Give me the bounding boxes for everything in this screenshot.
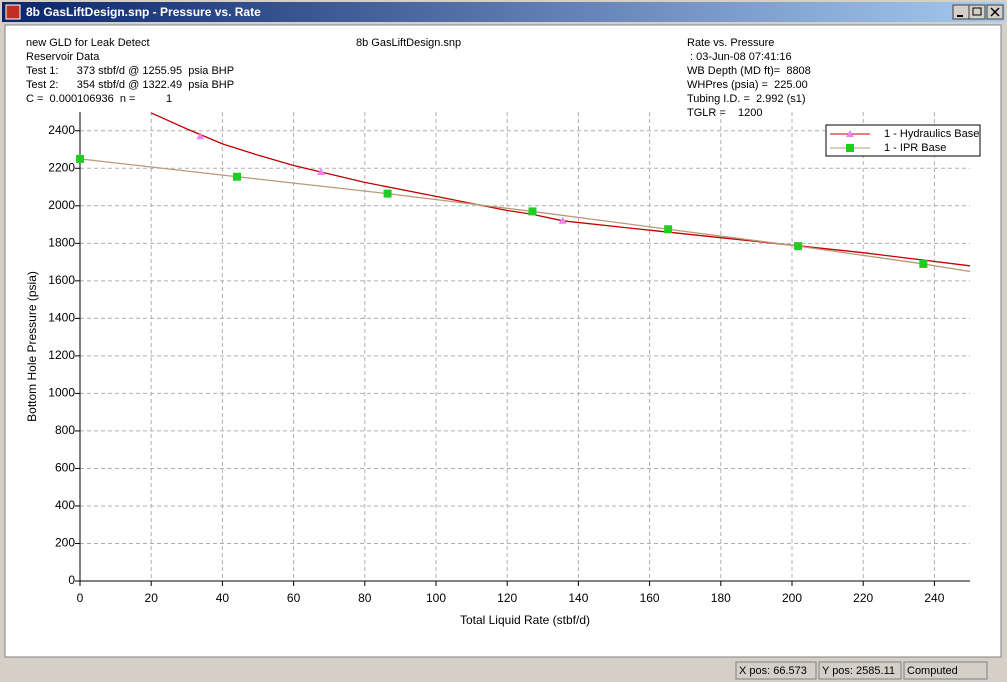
y-tick-label: 1000 bbox=[48, 386, 75, 400]
status-cell bbox=[903, 661, 988, 680]
y-tick-label: 400 bbox=[55, 498, 75, 512]
y-tick-label: 1800 bbox=[48, 235, 75, 249]
header-line: Test 2: 354 stbf/d @ 1322.49 psia BHP bbox=[26, 79, 234, 91]
data-point bbox=[558, 216, 567, 224]
y-tick-label: 1400 bbox=[48, 311, 75, 325]
data-point bbox=[794, 242, 803, 251]
header-line: WHPres (psia) = 225.00 bbox=[687, 79, 808, 91]
y-tick-label: 600 bbox=[55, 461, 75, 475]
data-point bbox=[76, 154, 84, 163]
status-y: Y pos: 2585.11 bbox=[822, 665, 895, 677]
x-tick-label: 100 bbox=[426, 591, 446, 605]
x-tick-label: 20 bbox=[145, 591, 159, 605]
data-point bbox=[232, 172, 241, 181]
status-bar: X pos: 66.573 Y pos: 2585.11 Computed bbox=[735, 661, 988, 680]
header-line: TGLR = 1200 bbox=[687, 107, 763, 119]
x-axis-label: Total Liquid Rate (stbf/d) bbox=[460, 613, 590, 627]
header-file: 8b GasLiftDesign.snp bbox=[356, 37, 461, 49]
x-tick-label: 140 bbox=[568, 591, 588, 605]
header-line: new GLD for Leak Detect bbox=[26, 37, 150, 49]
content-area bbox=[4, 24, 1002, 658]
close-glyph bbox=[990, 7, 1000, 17]
header-line: : 03-Jun-08 07:41:16 bbox=[687, 51, 792, 63]
restore-button[interactable] bbox=[968, 4, 986, 20]
app-icon bbox=[5, 4, 21, 20]
x-tick-label: 60 bbox=[287, 591, 301, 605]
legend-marker bbox=[846, 130, 854, 137]
y-tick-label: 800 bbox=[55, 423, 75, 437]
y-tick-label: 2000 bbox=[48, 198, 75, 212]
chart: 0200400600800100012001400160018002000220… bbox=[25, 112, 981, 627]
status-state: Computed bbox=[907, 665, 958, 677]
header-line: Reservoir Data bbox=[26, 51, 100, 63]
header: new GLD for Leak Detect Reservoir Data Tes… bbox=[26, 37, 811, 119]
y-axis-label: Bottom Hole Pressure (psia) bbox=[25, 271, 39, 422]
x-tick-label: 0 bbox=[77, 591, 84, 605]
y-tick-label: 2200 bbox=[48, 160, 75, 174]
data-point bbox=[664, 225, 673, 234]
data-point bbox=[317, 168, 326, 176]
status-cell bbox=[735, 661, 817, 680]
y-tick-label: 200 bbox=[55, 536, 75, 550]
legend-marker bbox=[846, 144, 854, 152]
window-buttons bbox=[952, 4, 1004, 20]
legend-label: 1 - IPR Base bbox=[884, 142, 946, 154]
data-point bbox=[196, 132, 205, 140]
y-tick-label: 2400 bbox=[48, 123, 75, 137]
y-tick-label: 1600 bbox=[48, 273, 75, 287]
header-line: Tubing I.D. = 2.992 (s1) bbox=[687, 93, 806, 105]
data-point bbox=[919, 259, 928, 268]
header-line: WB Depth (MD ft)= 8808 bbox=[687, 65, 811, 77]
legend-label: 1 - Hydraulics Base bbox=[884, 128, 979, 140]
data-point bbox=[528, 207, 537, 216]
header-line: C = 0.000106936 n = 1 bbox=[26, 93, 172, 105]
data-point bbox=[383, 189, 392, 198]
x-tick-label: 180 bbox=[711, 591, 731, 605]
x-tick-label: 40 bbox=[216, 591, 230, 605]
x-tick-label: 200 bbox=[782, 591, 802, 605]
window-title: 8b GasLiftDesign.snp - Pressure vs. Rate bbox=[26, 5, 261, 19]
x-tick-label: 160 bbox=[640, 591, 660, 605]
series-line bbox=[79, 158, 971, 273]
x-tick-label: 80 bbox=[358, 591, 372, 605]
header-line: Test 1: 373 stbf/d @ 1255.95 psia BHP bbox=[26, 65, 234, 77]
status-x: X pos: 66.573 bbox=[739, 665, 807, 677]
x-tick-label: 220 bbox=[853, 591, 873, 605]
header-line: Rate vs. Pressure bbox=[687, 37, 774, 49]
y-tick-label: 0 bbox=[68, 573, 75, 587]
x-tick-label: 120 bbox=[497, 591, 517, 605]
title-bar bbox=[2, 2, 1005, 22]
status-cell bbox=[818, 661, 902, 680]
x-tick-label: 240 bbox=[924, 591, 944, 605]
restore-glyph bbox=[972, 7, 982, 16]
y-tick-label: 1200 bbox=[48, 348, 75, 362]
